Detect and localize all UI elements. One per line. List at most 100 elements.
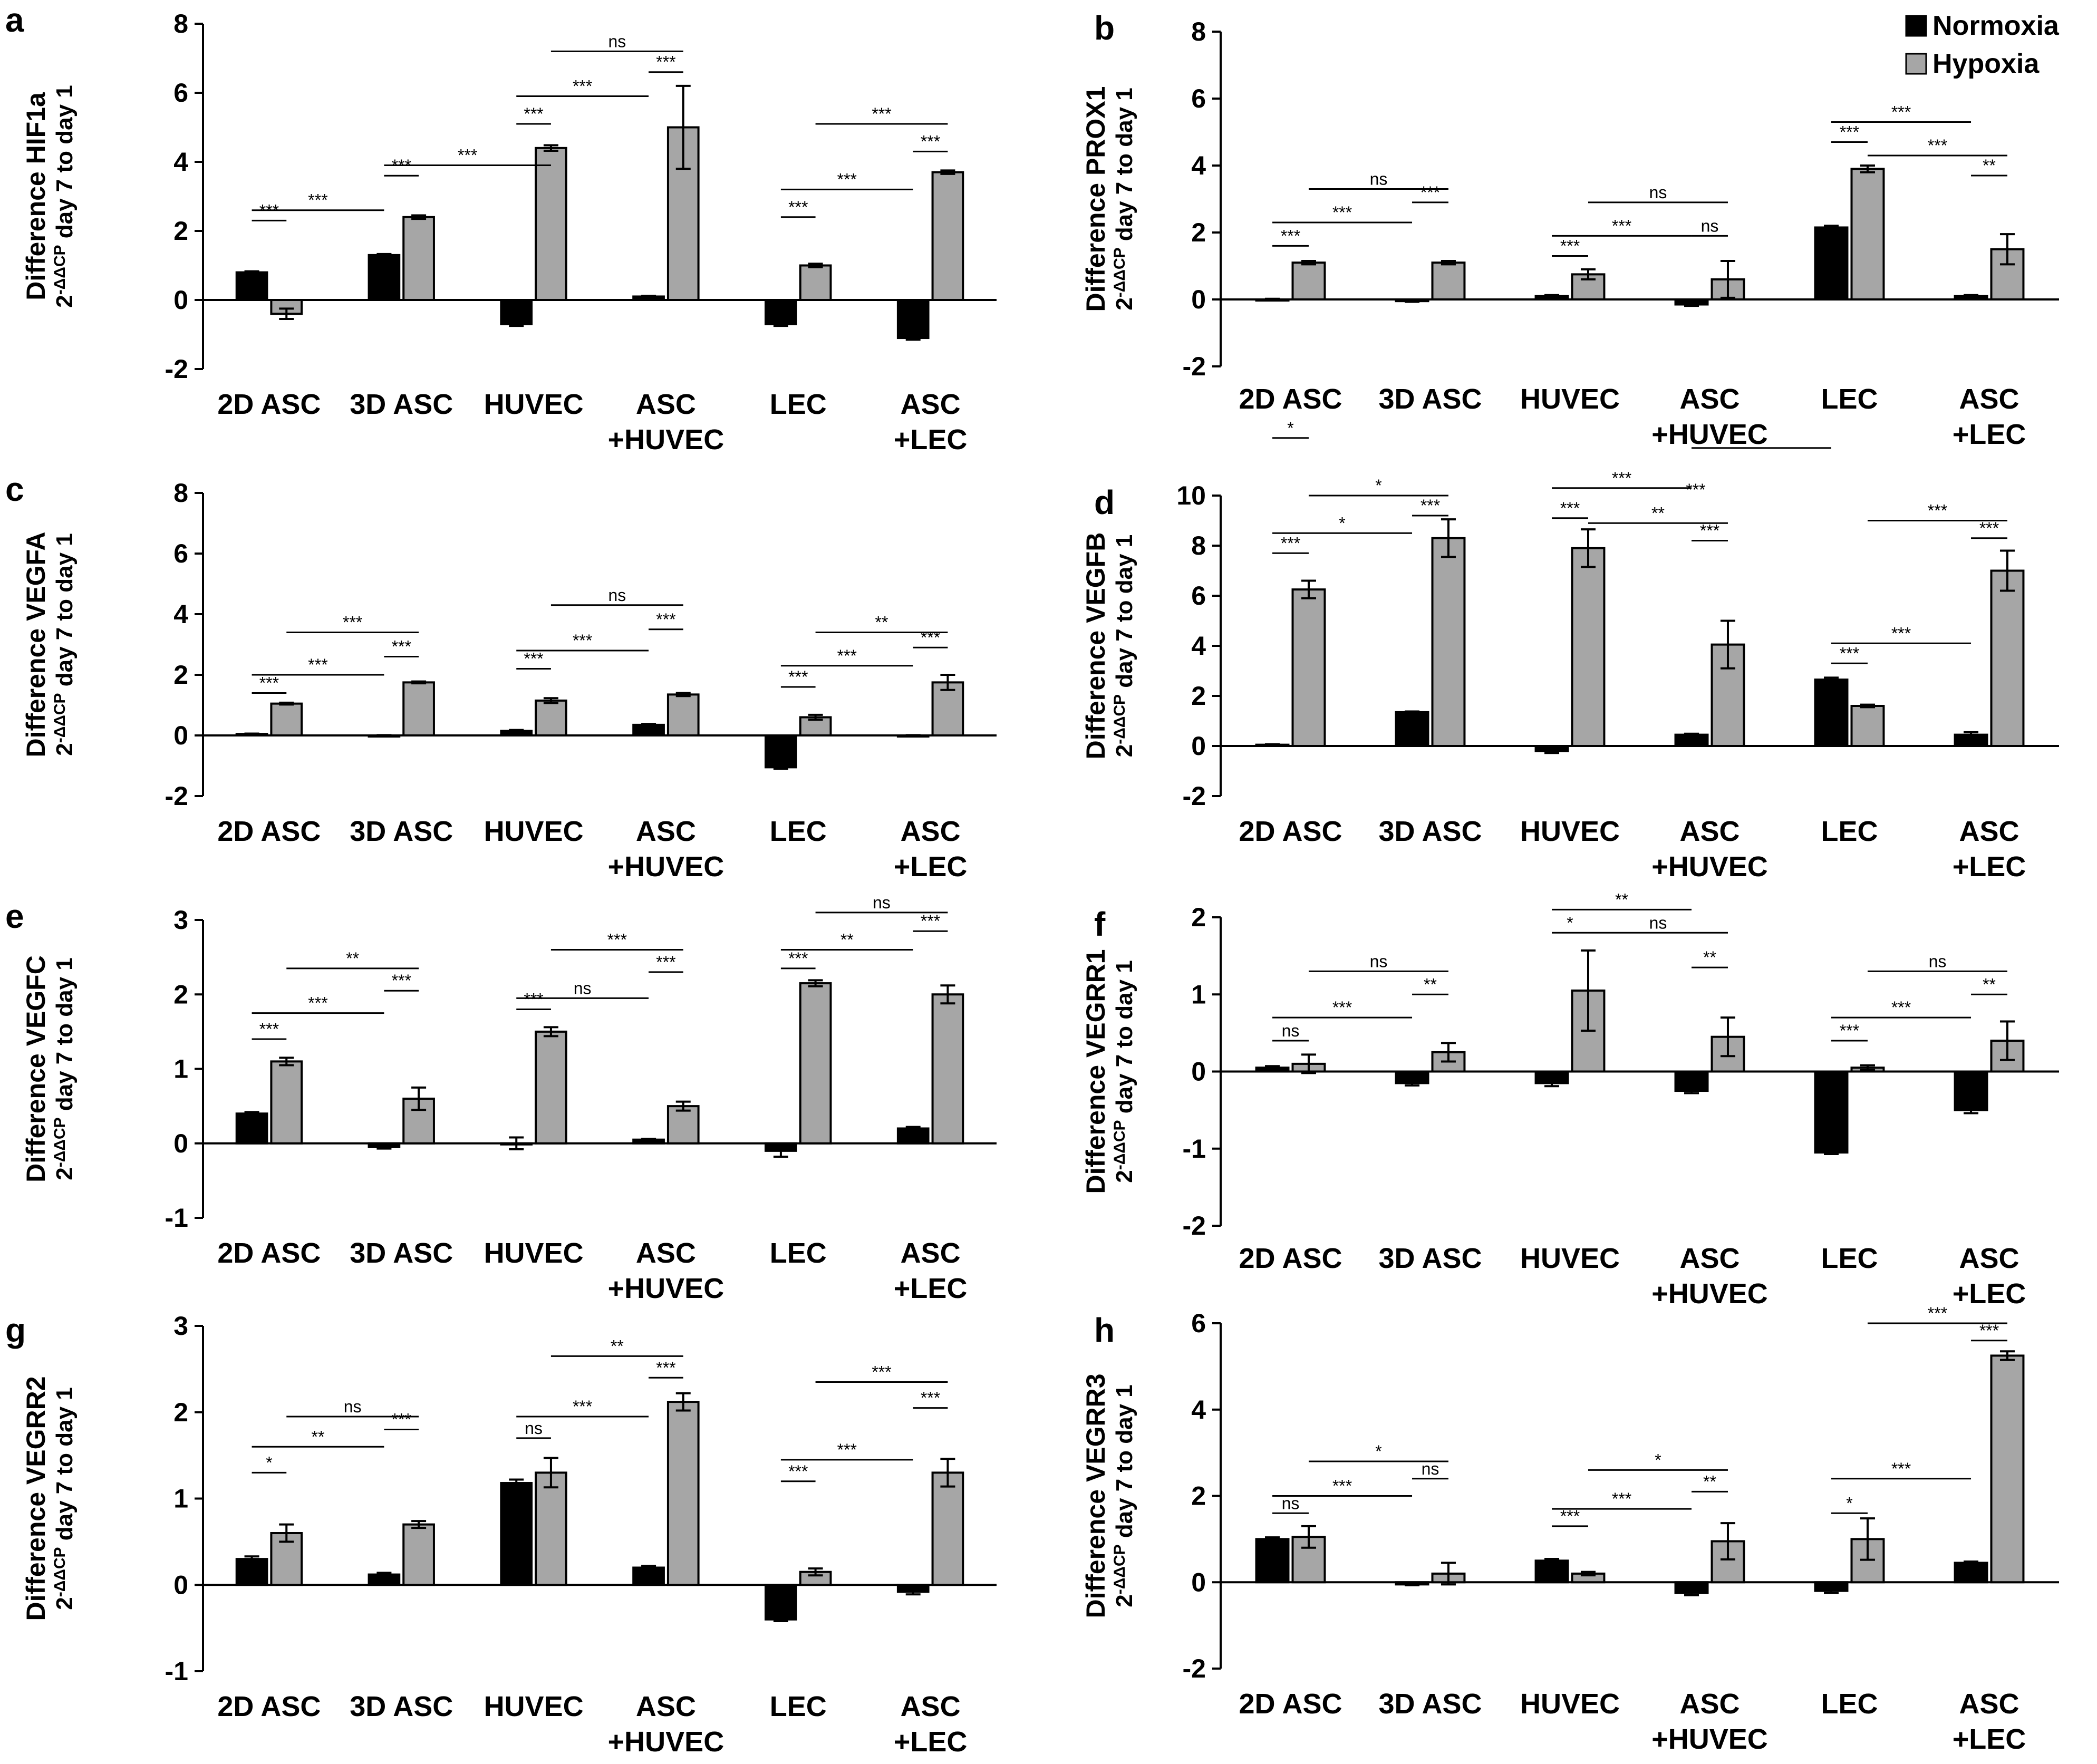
y-axis-sublabel: 2-ΔΔCP day 7 to day 1 [51, 957, 78, 1180]
panel-e: e -1 0 1 2 3 Difference VEGFC 2-ΔΔCP day 7 to d… [5, 893, 997, 1304]
significance-label: *** [524, 990, 543, 1009]
y-tick-label: 8 [1191, 531, 1206, 560]
significance-label: *** [1612, 216, 1631, 235]
significance-label: ** [1983, 975, 1996, 994]
y-axis-sublabel: 2-ΔΔCP day 7 to day 1 [51, 533, 78, 756]
significance-label: * [1375, 1442, 1381, 1461]
category-label: ASC [636, 389, 696, 420]
category-label: ASC [1679, 1243, 1740, 1274]
category-label: HUVEC [1520, 816, 1620, 847]
bar-hypoxia-2 [535, 1030, 567, 1145]
significance-label: *** [1612, 1489, 1631, 1508]
legend-label-hypoxia: Hypoxia [1932, 49, 2040, 79]
significance-label: ns [1422, 1459, 1439, 1478]
category-label: 2D ASC [1239, 383, 1342, 415]
bar-hypoxia-4 [1850, 705, 1885, 747]
significance-label: ns [1929, 952, 1947, 971]
significance-label: *** [788, 667, 808, 686]
category-label: ASC [1959, 1243, 2019, 1274]
category-label: +HUVEC [608, 424, 724, 455]
significance-label: *** [308, 655, 327, 674]
significance-label: * [1567, 913, 1573, 932]
category-label: ASC [901, 816, 961, 847]
y-tick-label: 8 [173, 478, 188, 508]
bar-hypoxia-3 [666, 693, 700, 736]
significance-label: *** [1840, 1021, 1859, 1040]
y-tick-label: 4 [173, 147, 188, 177]
significance-label: ns [1370, 169, 1388, 188]
significance-label: ** [346, 949, 359, 968]
y-tick-label: 6 [1191, 1309, 1206, 1338]
y-tick-label: 0 [1191, 1567, 1206, 1597]
bar-hypoxia-5 [931, 681, 964, 736]
significance-label: *** [1560, 236, 1580, 255]
y-tick-label: 2 [1191, 218, 1206, 247]
category-label: ASC [1679, 1688, 1740, 1720]
panel-c: c -2 0 2 4 6 8 Difference VEGFA 2-ΔΔCP day 7 to … [5, 470, 997, 883]
y-tick-label: 0 [173, 285, 188, 315]
y-tick-label: 4 [173, 599, 188, 629]
bar-hypoxia-0 [1291, 261, 1326, 301]
y-axis-label: Difference VEGRR3 [1081, 1373, 1110, 1618]
significance-label: *** [1891, 102, 1911, 121]
significance-label: ns [1370, 952, 1388, 971]
significance-label: ** [1615, 890, 1628, 909]
category-label: +LEC [894, 1273, 968, 1304]
category-label: LEC [770, 816, 827, 847]
significance-label: ** [875, 613, 888, 632]
category-label: +LEC [1953, 1723, 2026, 1755]
significance-label: *** [1332, 998, 1352, 1017]
significance-label: *** [837, 646, 857, 665]
bar-hypoxia-1 [402, 681, 435, 736]
category-label: 3D ASC [1378, 383, 1482, 415]
significance-label: *** [921, 628, 940, 647]
bar-hypoxia-2 [535, 699, 567, 736]
category-label: 2D ASC [1239, 1243, 1342, 1274]
significance-label: *** [872, 1362, 891, 1381]
bar-hypoxia-5 [931, 993, 964, 1145]
y-tick-label: 6 [173, 539, 188, 568]
bar-normoxia-2 [500, 299, 533, 325]
category-label: 2D ASC [217, 389, 321, 420]
significance-label: ** [1703, 948, 1716, 967]
significance-label: *** [1840, 123, 1859, 142]
category-label: 3D ASC [1378, 816, 1482, 847]
y-tick-label: 2 [1191, 1481, 1206, 1511]
y-axis-sublabel: 2-ΔΔCP day 7 to day 1 [51, 1387, 78, 1610]
significance-label: *** [656, 1358, 675, 1377]
y-tick-label: 0 [1191, 731, 1206, 761]
bar-normoxia-4 [1814, 1070, 1849, 1154]
category-label: LEC [770, 389, 827, 420]
panel-letter: h [1094, 1311, 1115, 1349]
y-tick-label: -1 [165, 1656, 188, 1686]
category-label: HUVEC [1520, 1688, 1620, 1720]
panel-f: f -2 -1 0 1 2 Difference VEGRR1 2-ΔΔCP day 7 to… [1081, 890, 2059, 1310]
significance-label: *** [343, 613, 362, 632]
y-tick-label: 2 [173, 216, 188, 246]
panel-g: g -1 0 1 2 3 Difference VEGRR2 2-ΔΔCP day 7 to … [5, 1311, 997, 1758]
significance-label: ** [312, 1427, 325, 1446]
category-label: 2D ASC [217, 1691, 321, 1722]
y-tick-label: 0 [1191, 285, 1206, 314]
bar-hypoxia-3 [666, 1401, 700, 1586]
y-tick-label: 1 [173, 1054, 188, 1084]
y-axis-label: Difference VEGFB [1081, 532, 1110, 760]
category-label: HUVEC [484, 816, 584, 847]
category-label: +LEC [894, 424, 968, 455]
bar-hypoxia-5 [1990, 1354, 2025, 1584]
significance-label: *** [1420, 183, 1440, 202]
significance-label: *** [573, 1397, 592, 1416]
category-label: LEC [1821, 1688, 1878, 1720]
significance-label: ** [1651, 503, 1665, 522]
panel-letter: f [1094, 905, 1106, 943]
bar-hypoxia-1 [402, 216, 435, 301]
bar-hypoxia-2 [535, 147, 567, 301]
y-tick-label: 4 [1191, 151, 1206, 180]
y-tick-label: 2 [1191, 681, 1206, 711]
significance-label: * [1375, 476, 1381, 495]
bar-hypoxia-2 [535, 1471, 567, 1586]
bar-hypoxia-5 [931, 1471, 964, 1586]
category-label: +LEC [1953, 419, 2026, 450]
category-label: 3D ASC [350, 1691, 453, 1722]
bar-normoxia-1 [368, 254, 401, 302]
